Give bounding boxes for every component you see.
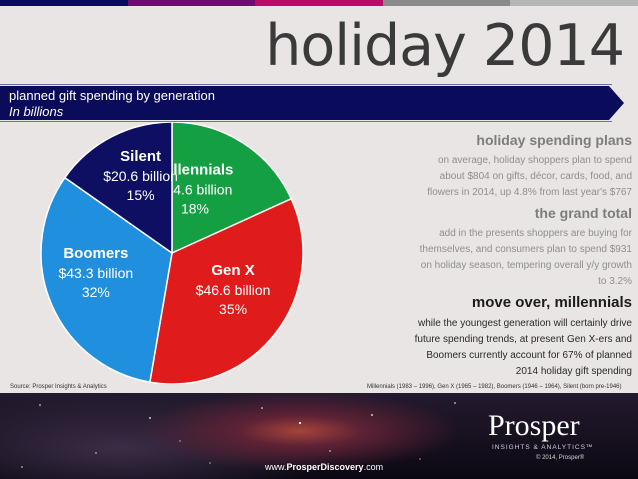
pie-label-name: Gen X — [211, 262, 254, 279]
paragraph-line: to 3.2% — [598, 276, 632, 287]
pie-label-value: $24.6 billion — [158, 181, 233, 197]
pie-label-value: $20.6 billion — [103, 168, 178, 184]
banner-title: planned gift spending by generation — [9, 88, 215, 103]
pie-slice-silent — [63, 122, 173, 255]
banner-subtitle: In billions — [9, 104, 64, 119]
source-note: Source: Prosper Insights & Analytics — [10, 384, 107, 390]
pie-label-percent: 32% — [82, 284, 110, 300]
banner-arrow-shape — [0, 84, 624, 122]
paragraph-line: Boomers currently account for 67% of pla… — [426, 350, 632, 361]
pie-label-name: Silent — [120, 148, 161, 165]
paragraph-line: add in the presents shoppers are buying … — [439, 228, 632, 239]
logo-tagline: INSIGHTS & ANALYTICS™ — [492, 444, 594, 451]
pie-label-percent: 35% — [219, 301, 247, 317]
section-paragraph: add in the presents shoppers are buying … — [360, 226, 632, 290]
top-color-strip — [0, 0, 638, 6]
logo-name: Prosper — [488, 409, 580, 442]
section-paragraph: on average, holiday shoppers plan to spe… — [360, 153, 632, 201]
paragraph-line: while the youngest generation will certa… — [417, 318, 632, 329]
copyright-notice: © 2014, Prosper® — [536, 455, 585, 461]
pie-label-value: $46.6 billion — [196, 282, 271, 298]
url-domain: ProsperDiscovery — [286, 462, 364, 472]
paragraph-line: about $804 on gifts, décor, cards, food,… — [439, 171, 632, 182]
pie-slice-gen-x — [149, 197, 304, 384]
website-link[interactable]: www.ProsperDiscovery.com — [265, 462, 383, 472]
page-title: holiday 2014 — [265, 13, 625, 79]
pie-label-percent: 18% — [181, 200, 209, 216]
paragraph-line: 2014 holiday gift spending — [515, 366, 632, 377]
prosper-logo: Prosper INSIGHTS & ANALYTICS™ © 2014, Pr… — [488, 409, 608, 469]
section-heading: move over, millennials — [471, 294, 632, 311]
generation-footnote: Millennials (1983 – 1996), Gen X (1965 –… — [367, 384, 622, 390]
text-column: holiday spending plans on average, holid… — [360, 128, 632, 382]
star-field — [21, 402, 456, 468]
url-prefix: www. — [265, 462, 287, 472]
section-heading: holiday spending plans — [476, 132, 632, 148]
galaxy-background — [0, 393, 638, 479]
pie-label-name: Boomers — [63, 245, 128, 262]
paragraph-line: themselves, and consumers plan to spend … — [419, 244, 632, 255]
banner: planned gift spending by generation In b… — [0, 84, 625, 122]
paragraph-line: flowers in 2014, up 4.8% from last year'… — [427, 187, 632, 198]
paragraph-line: on average, holiday shoppers plan to spe… — [437, 155, 632, 166]
pie-label-name: Millennials — [157, 161, 234, 178]
section-paragraph: while the youngest generation will certa… — [360, 316, 632, 380]
pie-chart: Millennials $24.6 billion 18% Gen X $46.6 bi… — [40, 122, 304, 384]
section-heading: the grand total — [534, 205, 632, 221]
url-suffix: .com — [363, 462, 384, 472]
pie-label-percent: 15% — [127, 187, 155, 203]
pie-label-value: $43.3 billion — [58, 265, 133, 281]
pie-slice-millennials — [171, 122, 293, 255]
paragraph-line: on holiday season, tempering overall y/y… — [420, 260, 632, 271]
pie-slice-boomers — [40, 176, 173, 383]
paragraph-line: future spending trends, at present Gen X… — [414, 334, 632, 345]
